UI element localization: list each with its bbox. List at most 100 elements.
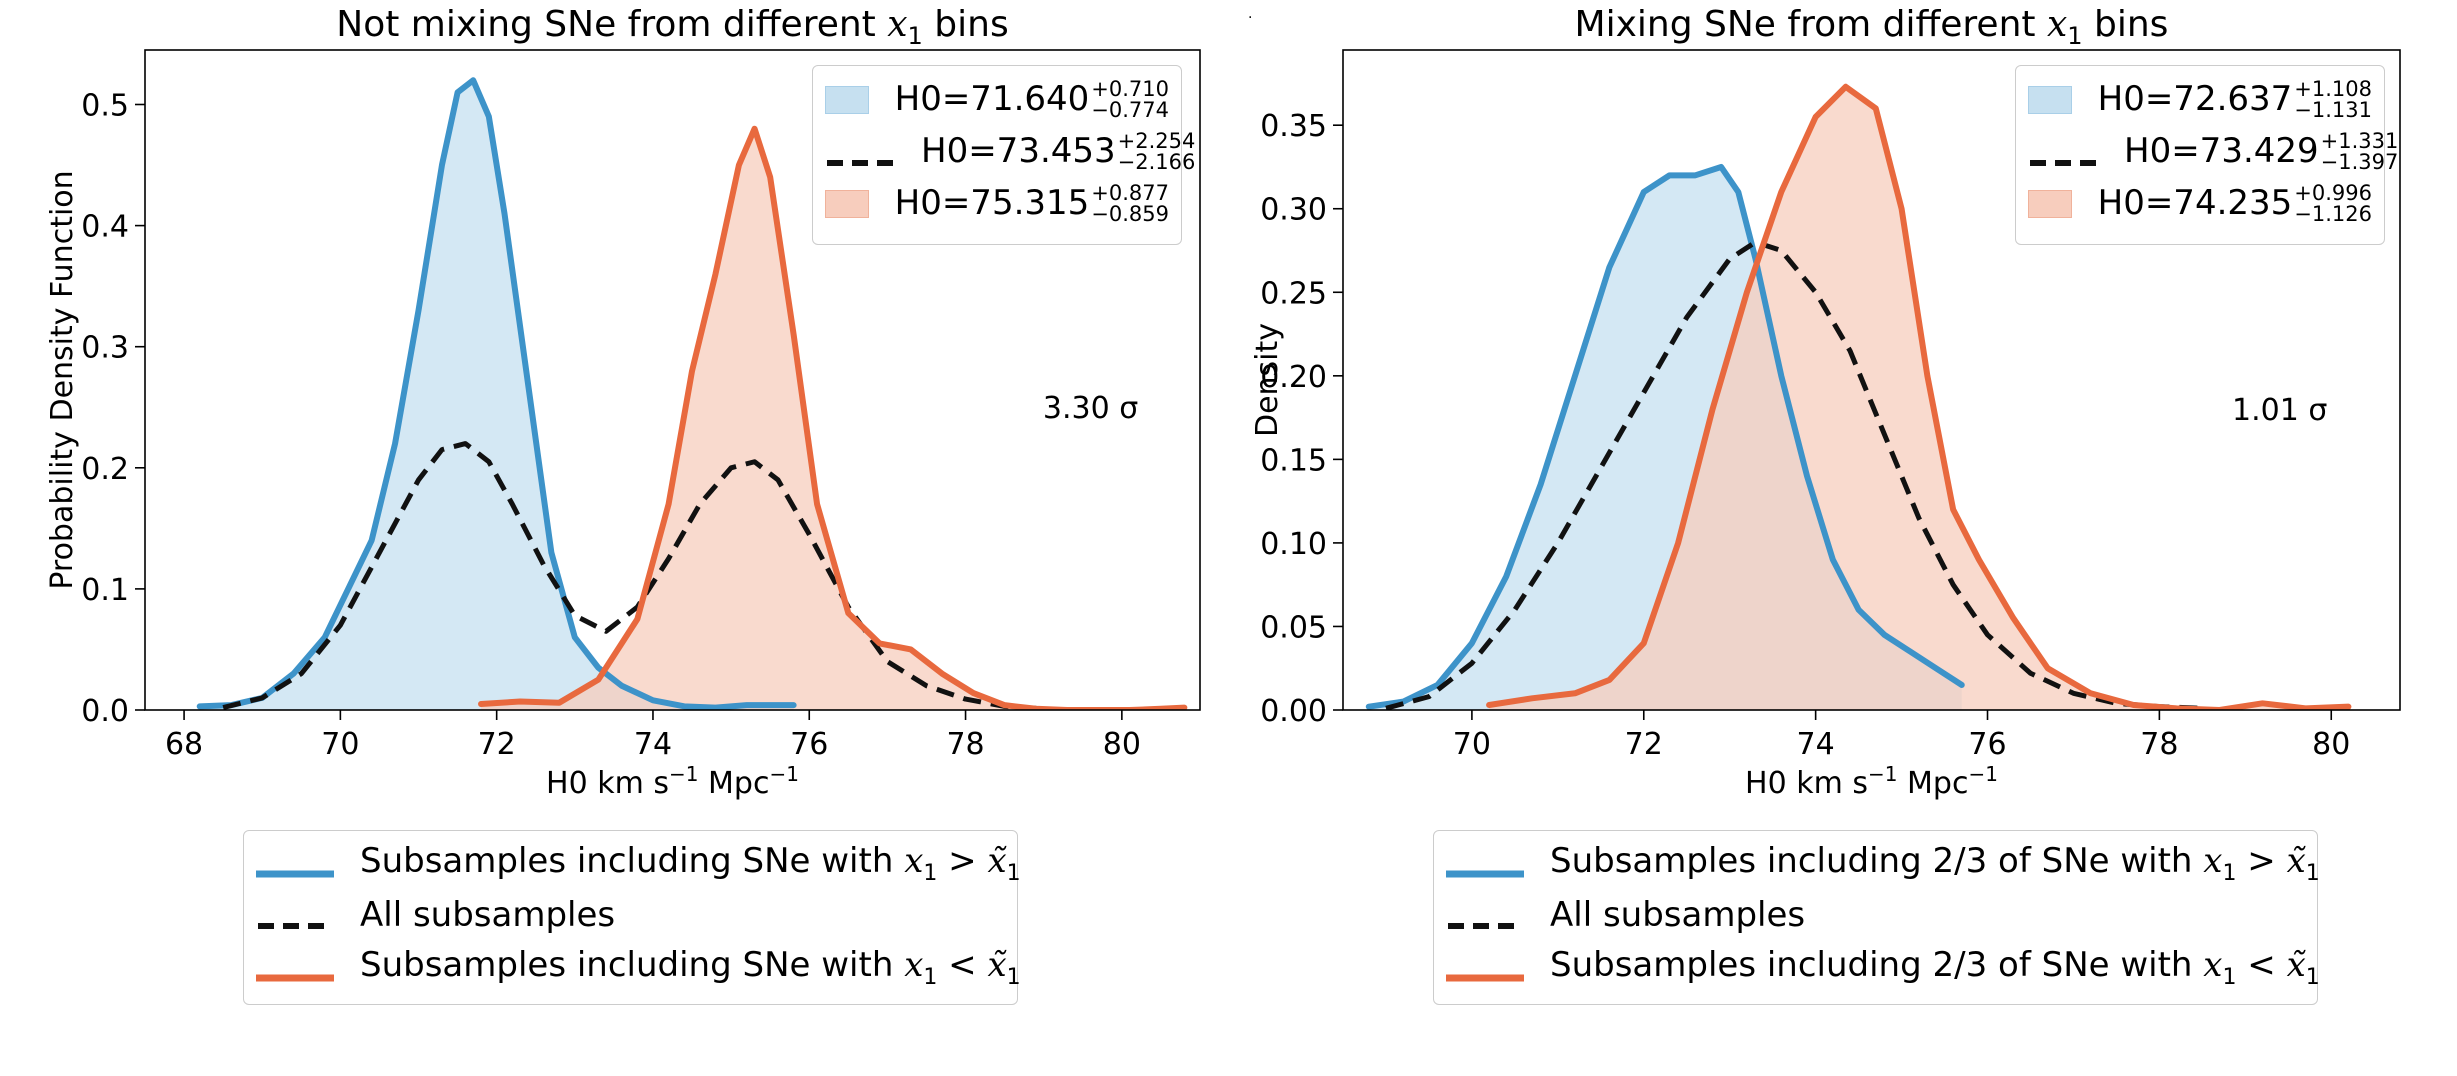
legend-h0-orange: H0=75.315 +0.877 −0.859 [894,181,1169,227]
outer-legend-all-label: All subsamples [360,895,616,935]
legend-h0-all: H0=73.429 +1.331 −1.397 [2124,129,2399,175]
series-line-1 [1385,239,2203,710]
x-tick-label: 76 [1968,727,2006,762]
series-line-1 [222,441,1044,710]
title-var: x [2047,4,2067,45]
series-line-2 [478,125,1188,710]
left-panel: 68 70 72 74 76 78 80 0.0 0.1 0.2 0.3 0.4 0.5 Not mixi… [45,4,1201,801]
y-tick-label: 0.15 [1260,443,1327,478]
blue-line-svg [1446,870,1524,878]
orange-fill-swatch [825,190,869,218]
outer-legend-blue: Subsamples including 2/3 of SNe with x1 … [1446,837,2320,889]
x-tick-label: 78 [946,727,984,762]
y-tick-label: 0.20 [1260,360,1327,395]
outer-legend-blue-label: Subsamples including 2/3 of SNe with x1 … [1550,840,2320,886]
orange-fill-swatch [2028,190,2072,218]
dashed-line-svg [258,923,332,929]
x-tick-label: 76 [790,727,828,762]
legend-entry-orange: H0=75.315 +0.877 −0.859 [825,178,1169,230]
y-tick-label: 0.00 [1260,694,1327,729]
y-tick-label: 0.30 [1260,193,1327,228]
y-tick-label: 0.3 [81,331,129,366]
legend-entry-orange: H0=74.235 +0.996 −1.126 [2028,178,2372,230]
x-tick-label: 74 [1797,727,1835,762]
orange-line-swatch [1446,957,1524,982]
xlabel-text: Mpc [698,766,769,801]
y-tick-label: 0.10 [1260,527,1327,562]
title-sub: 1 [908,22,923,50]
dashed-line-swatch [2028,142,2098,166]
axes-frame [1342,49,2401,711]
x-tick-label: 72 [478,727,516,762]
x-tick-label: 80 [1103,727,1141,762]
outer-legend-orange-label: Subsamples including 2/3 of SNe with x1 … [1550,944,2320,990]
y-axis-label: Density [1250,323,1285,437]
outer-legend-all-label: All subsamples [1550,895,1806,935]
stray-dot: . [1248,6,1252,22]
xlabel-sup: −1 [769,762,798,786]
y-axis-label: Probability Density Function [45,170,80,589]
xlabel-sup: −1 [1968,762,1997,786]
orange-line-swatch [256,957,334,982]
orange-line-svg [1446,974,1524,982]
x-tick-label: 70 [1453,727,1491,762]
plot-area [1365,83,2352,710]
x-tick-label: 74 [634,727,672,762]
outer-legend-orange-label: Subsamples including SNe with x1 < x̃1 [360,944,1021,990]
y-tick-label: 0.0 [81,694,129,729]
blue-line-swatch [1446,853,1524,878]
legend-h0-blue: H0=71.640 +0.710 −0.774 [894,77,1169,123]
series-line-0 [1365,163,1965,710]
dashed-swatch-svg [2030,160,2096,166]
right-panel: 70 72 74 76 78 80 0.00 0.05 0.10 0.15 0.20 0.25 0.30… [1250,4,2401,801]
title-text: bins [2083,4,2169,45]
y-tick-label: 0.05 [1260,610,1327,645]
title-text: Mixing SNe from different [1575,4,2047,45]
dashed-line-swatch [1446,905,1524,929]
outer-legend-all: All subsamples [256,889,1005,941]
sigma-annotation: 3.30 σ [1043,391,1138,426]
y-tick-label: 0.4 [81,210,129,245]
outer-legend-all: All subsamples [1446,889,2305,941]
legend-entry-blue: H0=71.640 +0.710 −0.774 [825,74,1169,126]
x-tick-label: 68 [165,727,203,762]
chart-title: Not mixing SNe from different x1 bins [336,4,1008,50]
right-inner-legend: H0=72.637 +1.108 −1.131 H0=73.429 +1.331 −1.… [2015,65,2398,245]
x-axis-label: H0 km s−1 Mpc−1 [1745,762,1998,801]
right-outer-legend: Subsamples including 2/3 of SNe with x1 … [1433,830,2320,1005]
x-tick-label: 78 [2140,727,2178,762]
title-text: Not mixing SNe from different [336,4,887,45]
title-var: x [887,4,907,45]
series-fill-2 [1489,86,2349,710]
blue-fill-swatch [2028,86,2072,114]
chart-title: Mixing SNe from different x1 bins [1575,4,2169,50]
y-tick-label: 0.1 [81,573,129,608]
outer-legend-orange: Subsamples including 2/3 of SNe with x1 … [1446,941,2320,993]
xlabel-text: Mpc [1897,766,1968,801]
legend-h0-all: H0=73.453 +2.254 −2.166 [921,129,1196,175]
series-line-0 [196,77,797,710]
dashed-line-svg [1448,923,1522,929]
blue-line-swatch [256,853,334,878]
left-outer-legend: Subsamples including SNe with x1 > x̃1 A… [243,830,1021,1005]
dashed-swatch-svg [827,160,893,166]
y-tick-label: 0.2 [81,452,129,487]
dashed-line-swatch [825,142,895,166]
title-sub: 1 [2067,22,2082,50]
legend-h0-blue: H0=72.637 +1.108 −1.131 [2097,77,2372,123]
plot-area [196,77,1188,710]
legend-entry-blue: H0=72.637 +1.108 −1.131 [2028,74,2372,126]
x-tick-label: 80 [2312,727,2350,762]
legend-entry-all: H0=73.453 +2.254 −2.166 [825,126,1195,178]
axes-frame [144,49,1201,711]
legend-h0-orange: H0=74.235 +0.996 −1.126 [2097,181,2372,227]
x-tick-label: 70 [321,727,359,762]
title-text: bins [923,4,1009,45]
series-line-2 [1486,83,2352,710]
xlabel-sup: −1 [1868,762,1897,786]
xlabel-sup: −1 [669,762,698,786]
dashed-line-swatch [256,905,334,929]
xlabel-text: H0 km s [546,766,669,801]
